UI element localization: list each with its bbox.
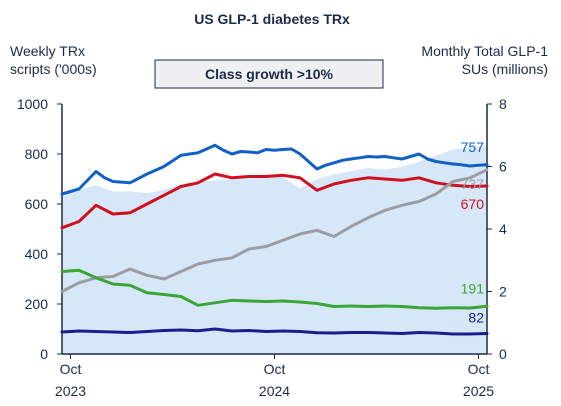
total-su-area [62, 146, 487, 354]
right-tick-label: 2 [499, 284, 507, 300]
series-end-label-191: 191 [461, 280, 485, 296]
right-tick-label: 6 [499, 159, 507, 175]
left-tick-label: 0 [40, 346, 48, 362]
left-tick-label: 600 [25, 196, 49, 212]
series-line-737 [60, 168, 489, 293]
x-tick-label-month: Oct [468, 361, 490, 377]
x-tick-label-month: Oct [264, 361, 286, 377]
series-line-191 [60, 268, 489, 310]
axis-layer: 0 200 400 600 800 1000 0 2 4 6 8 Oct 2023 Oct 2024 Oct 2… [17, 96, 507, 399]
callout-box: Class growth >10% [154, 59, 384, 89]
x-tick-label-month: Oct [60, 361, 82, 377]
series-end-label-757: 757 [461, 139, 485, 155]
callout-box-border [154, 59, 384, 89]
x-tick-label-year: 2025 [463, 383, 494, 399]
series-line-82 [60, 327, 489, 336]
right-tick-label: 0 [499, 346, 507, 362]
x-tick-label-year: 2023 [55, 383, 86, 399]
right-axis-label-line1: Monthly Total GLP-1 [421, 43, 548, 59]
label-layer: 757 670 737 191 82 [461, 139, 485, 326]
left-tick-label: 1000 [17, 96, 48, 112]
left-tick-label: 400 [25, 246, 49, 262]
x-tick-label-year: 2024 [259, 383, 290, 399]
right-tick-label: 8 [499, 96, 507, 112]
series-line-757 [60, 143, 489, 196]
left-axis-label-line2: scripts ('000s) [10, 61, 97, 77]
left-axis-label-line1: Weekly TRx [10, 43, 85, 59]
chart-title: US GLP-1 diabetes TRx [194, 11, 350, 27]
series-layer [60, 143, 489, 336]
callout-text: Class growth >10% [205, 66, 334, 82]
right-tick-label: 4 [499, 221, 507, 237]
right-axis-label-line2: SUs (millions) [462, 61, 548, 77]
left-tick-label: 800 [25, 146, 49, 162]
area-layer [62, 146, 487, 354]
series-line-670 [60, 172, 489, 230]
series-end-label-737: 737 [461, 176, 485, 192]
series-end-label-670: 670 [461, 196, 485, 212]
left-tick-label: 200 [25, 296, 49, 312]
series-end-label-82: 82 [468, 310, 484, 326]
